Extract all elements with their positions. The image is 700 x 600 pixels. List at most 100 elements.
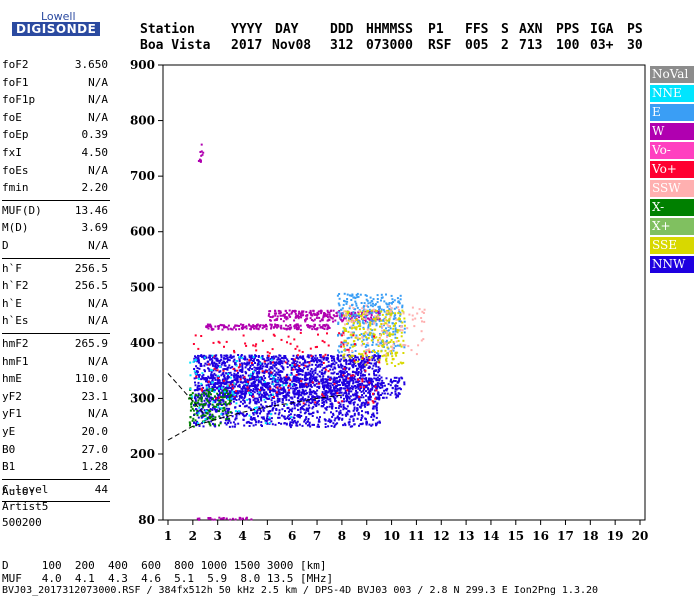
echo-point bbox=[398, 308, 400, 311]
echo-point bbox=[363, 392, 365, 395]
echo-point bbox=[329, 397, 332, 400]
echo-point bbox=[376, 409, 378, 412]
echo-point bbox=[340, 345, 343, 348]
echo-point bbox=[248, 402, 251, 405]
echo-point bbox=[230, 356, 233, 359]
echo-point bbox=[218, 516, 221, 519]
echo-point bbox=[341, 376, 344, 379]
echo-point bbox=[235, 402, 238, 405]
header-value: 03+ bbox=[590, 38, 614, 53]
echo-point bbox=[352, 358, 355, 360]
echo-point bbox=[342, 303, 345, 306]
echo-point bbox=[228, 391, 231, 394]
echo-point bbox=[327, 311, 330, 314]
echo-point bbox=[324, 353, 327, 356]
echo-point bbox=[302, 384, 305, 387]
echo-point bbox=[312, 355, 314, 358]
echo-point bbox=[249, 373, 252, 376]
logo-digisonde-text: DIGISONDE bbox=[12, 22, 101, 36]
echo-point bbox=[291, 383, 294, 386]
echo-point bbox=[225, 381, 228, 384]
echo-point bbox=[312, 399, 315, 402]
echo-point bbox=[338, 366, 341, 369]
echo-point bbox=[311, 423, 314, 426]
y-tick-label: 900 bbox=[130, 58, 155, 72]
echo-point bbox=[334, 392, 337, 394]
echo-point bbox=[208, 325, 211, 328]
echo-point bbox=[346, 298, 349, 300]
echo-point bbox=[283, 316, 286, 319]
echo-point bbox=[309, 313, 312, 316]
echo-point bbox=[211, 408, 214, 411]
echo-point bbox=[285, 324, 287, 327]
echo-point bbox=[216, 358, 219, 361]
echo-point bbox=[371, 367, 374, 370]
echo-point bbox=[336, 294, 339, 297]
echo-point bbox=[314, 367, 317, 370]
echo-point bbox=[307, 408, 310, 410]
echo-point bbox=[328, 311, 331, 314]
echo-point bbox=[289, 379, 292, 382]
echo-point bbox=[399, 361, 402, 364]
echo-point bbox=[394, 328, 397, 331]
echo-point bbox=[292, 358, 295, 361]
echo-point bbox=[394, 388, 397, 391]
echo-point bbox=[369, 321, 372, 324]
echo-point bbox=[366, 337, 369, 340]
echo-point bbox=[224, 386, 227, 389]
echo-point bbox=[373, 328, 376, 331]
echo-point bbox=[400, 362, 403, 365]
echo-point bbox=[214, 365, 217, 368]
echo-point bbox=[316, 373, 319, 376]
echo-point bbox=[363, 334, 366, 337]
echo-point bbox=[245, 383, 248, 386]
echo-point bbox=[195, 372, 198, 375]
echo-point bbox=[252, 399, 255, 402]
echo-point bbox=[293, 319, 296, 322]
echo-point bbox=[318, 395, 321, 398]
echo-point bbox=[252, 393, 254, 396]
echo-point bbox=[200, 395, 203, 398]
echo-point bbox=[279, 388, 282, 391]
param-value: 27.0 bbox=[81, 442, 109, 456]
echo-point bbox=[348, 294, 351, 297]
echo-point bbox=[395, 318, 398, 321]
echo-point bbox=[267, 410, 270, 413]
echo-point bbox=[377, 371, 380, 374]
echo-point bbox=[277, 413, 280, 416]
echo-point bbox=[201, 422, 204, 425]
echo-point bbox=[350, 311, 353, 314]
echo-point bbox=[254, 407, 256, 409]
echo-point bbox=[246, 386, 249, 389]
echo-point bbox=[334, 394, 337, 397]
echo-point bbox=[249, 375, 252, 378]
echo-point bbox=[197, 388, 200, 391]
echo-point bbox=[413, 325, 416, 328]
echo-point bbox=[327, 391, 330, 394]
echo-point bbox=[289, 417, 292, 420]
echo-point bbox=[323, 328, 326, 330]
echo-point bbox=[209, 388, 212, 391]
echo-point bbox=[374, 316, 377, 319]
echo-point bbox=[269, 323, 272, 326]
echo-point bbox=[298, 389, 301, 392]
echo-point bbox=[374, 405, 377, 408]
echo-point bbox=[231, 365, 234, 368]
echo-point bbox=[366, 384, 368, 387]
echo-point bbox=[290, 424, 293, 427]
echo-point bbox=[356, 336, 359, 339]
echo-point bbox=[207, 391, 210, 393]
echo-point bbox=[422, 338, 425, 341]
echo-point bbox=[366, 403, 369, 406]
echo-point bbox=[263, 391, 265, 394]
echo-point bbox=[378, 356, 381, 359]
echo-point bbox=[209, 410, 212, 413]
echo-point bbox=[260, 389, 263, 392]
echo-point bbox=[220, 354, 223, 357]
echo-point bbox=[316, 312, 319, 314]
echo-point bbox=[323, 372, 326, 375]
echo-point bbox=[306, 368, 309, 371]
echo-point bbox=[292, 387, 295, 390]
y-tick-label: 300 bbox=[130, 391, 155, 405]
echo-point bbox=[366, 361, 369, 364]
